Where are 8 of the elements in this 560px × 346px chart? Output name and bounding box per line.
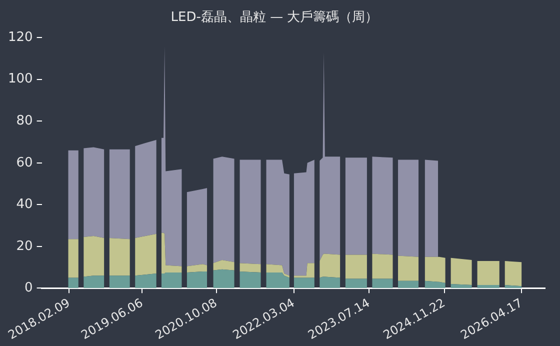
chart-title: LED-磊晶、晶粒 — 大戶籌碼（周） — [170, 10, 378, 26]
y-tick-label: 100 — [8, 72, 33, 87]
y-tick-label: 120 — [8, 30, 33, 45]
y-tick-label: 60 — [16, 155, 33, 170]
y-tick-label: 0 — [24, 280, 33, 296]
y-tick-label: 40 — [16, 197, 33, 212]
y-tick-label: 20 — [16, 238, 33, 254]
y-tick-label: 80 — [16, 114, 33, 128]
